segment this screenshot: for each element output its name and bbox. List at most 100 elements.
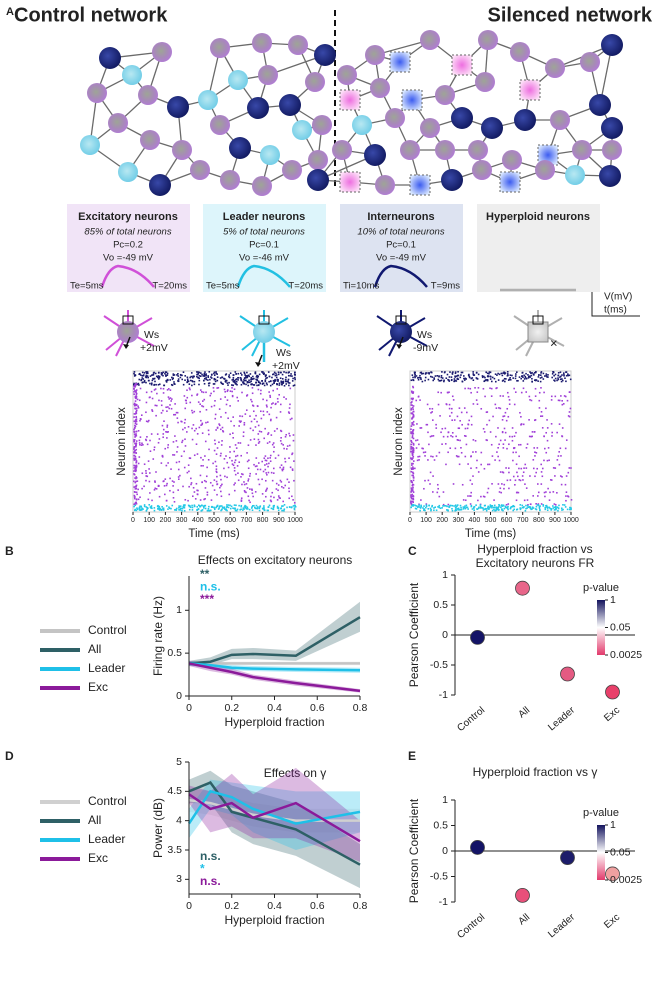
- spike: [267, 433, 269, 436]
- spike: [283, 396, 285, 399]
- spike: [435, 455, 438, 457]
- spike: [450, 376, 453, 378]
- spike: [135, 480, 137, 483]
- x-tick-label: 1000: [563, 517, 579, 524]
- spike: [151, 397, 154, 400]
- spike: [269, 396, 272, 398]
- spike: [212, 462, 214, 465]
- spike: [191, 438, 194, 441]
- spike: [239, 415, 241, 417]
- spike: [134, 468, 137, 470]
- spike: [219, 505, 221, 507]
- spike: [486, 411, 489, 413]
- spike: [272, 505, 275, 508]
- spike: [456, 505, 458, 508]
- spike: [507, 374, 509, 377]
- spike: [135, 409, 138, 412]
- spike: [412, 455, 415, 458]
- spike: [277, 507, 280, 509]
- spike: [512, 475, 515, 478]
- spike: [215, 468, 218, 470]
- spike: [529, 503, 532, 505]
- spike: [247, 384, 250, 387]
- y-axis-label: Pearson Coefficient: [407, 798, 421, 903]
- spike: [529, 371, 531, 373]
- spike: [220, 495, 223, 498]
- spike: [451, 509, 454, 512]
- spike: [236, 508, 239, 511]
- spike: [540, 371, 543, 373]
- spike: [550, 509, 552, 511]
- hyperploid-neuron: [409, 174, 431, 196]
- spike: [291, 453, 293, 456]
- spike: [191, 506, 194, 509]
- chart-title: Effects on excitatory neurons: [198, 553, 353, 567]
- spike: [504, 505, 507, 508]
- spike: [435, 509, 438, 512]
- spike: [499, 471, 502, 473]
- spike: [146, 475, 149, 478]
- spike: [548, 499, 551, 501]
- spike: [412, 472, 415, 475]
- spike: [223, 378, 226, 380]
- spike: [150, 382, 153, 385]
- spike: [541, 467, 544, 470]
- spike: [173, 500, 176, 503]
- spike: [523, 378, 526, 380]
- spike: [499, 487, 502, 490]
- spike: [246, 487, 249, 489]
- spike: [454, 375, 456, 378]
- spike: [410, 402, 413, 404]
- spike: [191, 509, 194, 511]
- spike: [412, 462, 414, 465]
- spike: [412, 490, 414, 492]
- spike: [411, 453, 414, 456]
- spike: [289, 434, 291, 437]
- spike: [420, 505, 423, 508]
- spike: [147, 376, 149, 379]
- spike: [187, 499, 189, 502]
- spike: [495, 435, 497, 438]
- spike: [534, 455, 536, 457]
- spike: [145, 506, 148, 508]
- spike: [134, 436, 136, 438]
- spike: [158, 375, 161, 378]
- spike: [464, 455, 467, 458]
- spike: [246, 374, 249, 377]
- spike: [135, 460, 138, 462]
- spike: [491, 509, 494, 512]
- spike: [437, 403, 440, 406]
- spike: [214, 400, 216, 402]
- spike: [265, 463, 268, 465]
- spike: [280, 442, 283, 445]
- spike: [152, 372, 155, 374]
- spike: [135, 465, 138, 468]
- neuron: [420, 118, 440, 138]
- spike: [273, 430, 276, 432]
- spike: [449, 504, 452, 507]
- spike: [166, 374, 169, 376]
- spike: [236, 465, 239, 467]
- spike: [429, 375, 432, 378]
- spike: [434, 506, 437, 509]
- neuron: [152, 42, 172, 62]
- spike: [268, 380, 270, 383]
- spike: [174, 413, 177, 416]
- spike: [288, 412, 291, 414]
- y-tick-label: 0: [442, 629, 448, 641]
- spike: [429, 471, 432, 474]
- spike: [172, 377, 175, 379]
- spike: [219, 377, 222, 379]
- series-line: [188, 781, 361, 866]
- spike: [423, 508, 426, 510]
- spike: [279, 440, 282, 442]
- spike: [460, 451, 463, 454]
- spike: [289, 375, 292, 377]
- spike: [215, 453, 218, 455]
- spike: [250, 378, 252, 381]
- spike: [289, 506, 291, 508]
- spike: [518, 467, 520, 470]
- spike: [203, 398, 206, 401]
- spike: [215, 371, 217, 373]
- spike: [198, 426, 201, 429]
